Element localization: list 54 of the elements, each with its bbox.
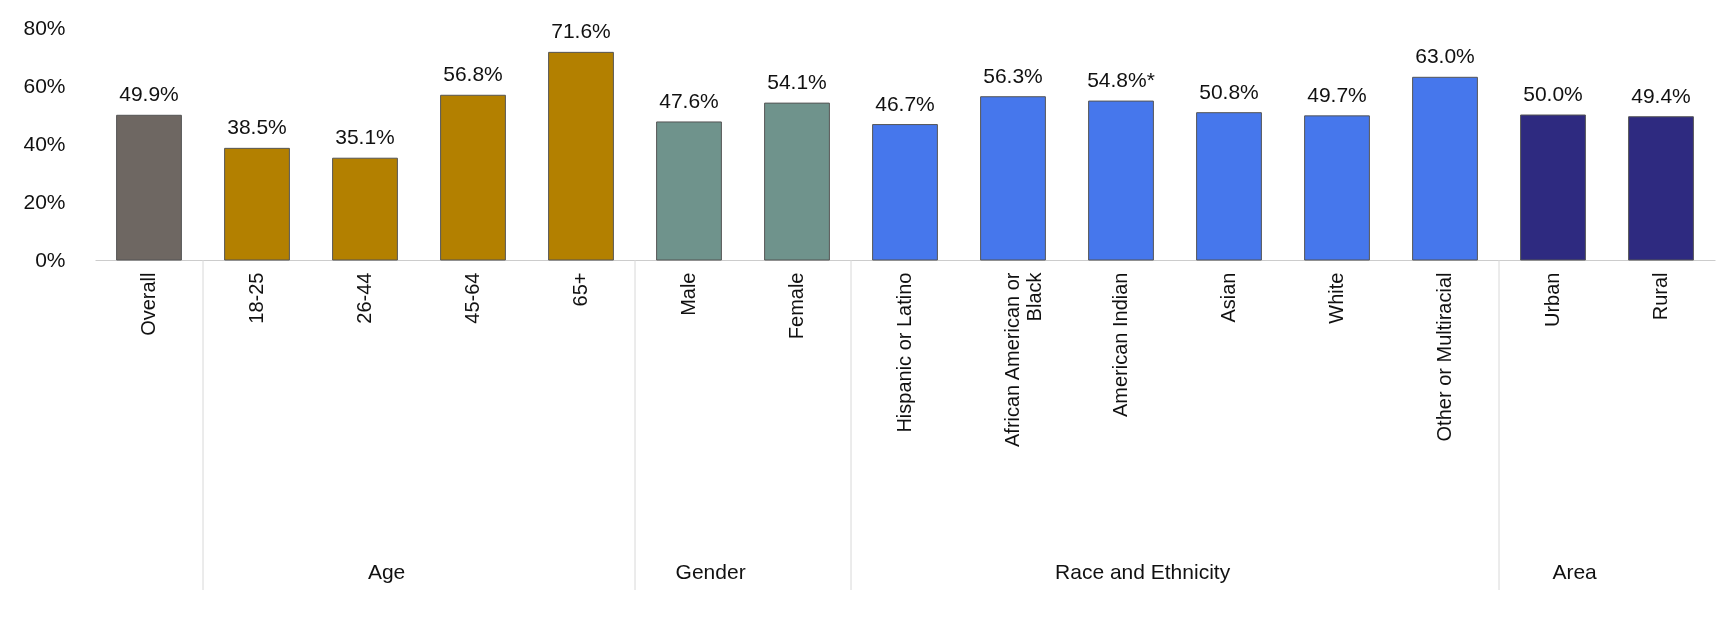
x-tick-label: Urban	[1541, 272, 1563, 327]
data-label: 54.8%*	[1087, 68, 1155, 92]
bar	[116, 114, 182, 261]
x-tick-label: 65+	[569, 272, 591, 307]
x-tick-label: African American or Black	[1001, 271, 1045, 448]
x-tick-label: White	[1325, 272, 1347, 324]
bar	[872, 124, 938, 261]
bar	[548, 51, 614, 261]
data-label: 35.1%	[335, 125, 395, 149]
data-label: 49.7%	[1307, 82, 1367, 106]
bar	[1196, 112, 1262, 261]
data-label: 56.8%	[443, 62, 503, 86]
bar	[332, 157, 398, 261]
text: Area	[1552, 560, 1598, 583]
x-tick-label: Hispanic or Latino	[893, 272, 915, 433]
x-tick-label: Asian	[1217, 272, 1239, 323]
data-label: 71.6%	[551, 19, 611, 43]
bar	[764, 102, 830, 261]
text: Gender	[675, 560, 746, 583]
bar	[656, 121, 722, 261]
bar	[1304, 115, 1370, 261]
text: Race and Ethnicity	[1055, 560, 1231, 583]
data-label: 50.0%	[1523, 82, 1583, 105]
data-label: 56.3%	[983, 63, 1043, 87]
x-tick-label: 26-44	[353, 272, 375, 324]
data-label: 54.1%	[767, 70, 827, 94]
bar	[1520, 114, 1586, 261]
y-tick-label: 40%	[23, 131, 66, 155]
bar	[440, 94, 506, 261]
y-tick-label: 20%	[23, 189, 66, 213]
x-tick-label: Other or Multiracial	[1433, 272, 1455, 442]
data-label: 50.8%	[1199, 79, 1259, 103]
x-tick-label: Rural	[1649, 272, 1671, 321]
x-tick-label: 45-64	[461, 272, 483, 324]
y-tick-label: 80%	[23, 15, 66, 39]
data-label: 47.6%	[659, 88, 719, 112]
x-tick-label: 18-25	[245, 272, 267, 324]
data-label: 38.5%	[227, 115, 287, 139]
data-label: 63.0%	[1415, 44, 1475, 68]
bar	[1412, 76, 1478, 261]
bar	[224, 147, 290, 261]
x-tick-label: American Indian	[1109, 272, 1131, 418]
bar	[980, 96, 1046, 261]
bar	[1088, 100, 1154, 261]
x-tick-label: Female	[785, 272, 807, 340]
y-tick-label: 0%	[35, 247, 66, 271]
bar	[1628, 116, 1694, 261]
data-label: 49.4%	[1631, 83, 1691, 107]
data-label: 49.9%	[119, 82, 179, 106]
x-tick-label: Overall	[137, 272, 159, 336]
data-label: 46.7%	[875, 91, 935, 115]
y-tick-label: 60%	[23, 73, 66, 97]
x-tick-label: Male	[677, 272, 699, 316]
text: Age	[367, 560, 406, 583]
